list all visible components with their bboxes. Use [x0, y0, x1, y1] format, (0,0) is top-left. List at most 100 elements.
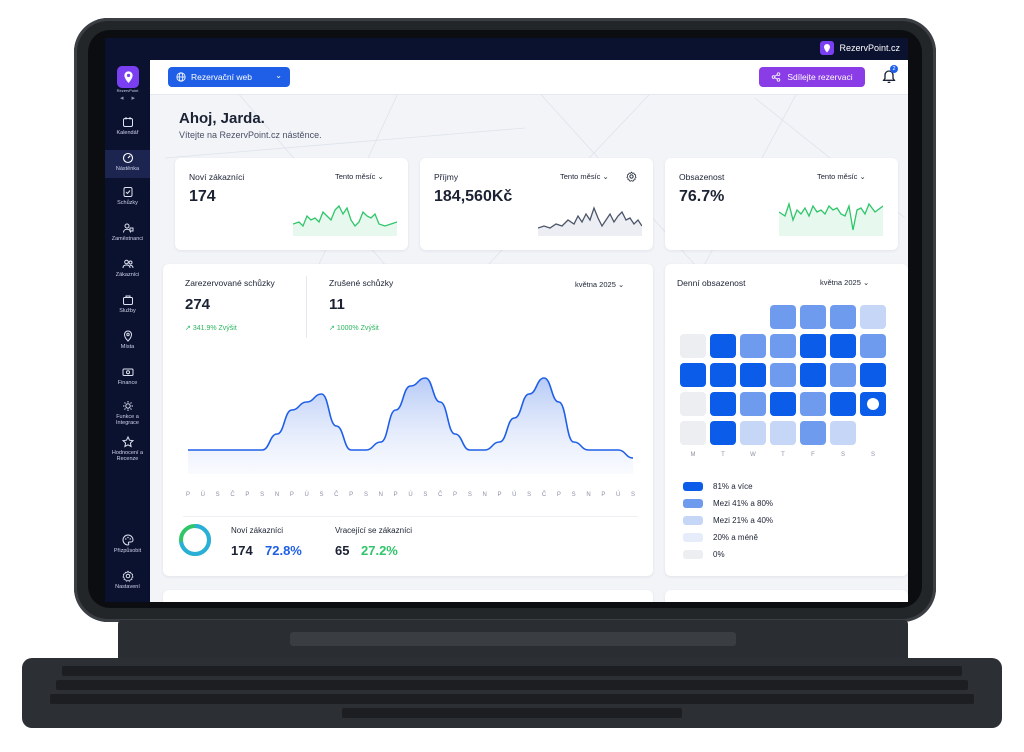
heatmap-cell[interactable] [740, 392, 766, 416]
heatmap-cell[interactable] [710, 363, 736, 387]
booking-site-dropdown[interactable]: Rezervační web ⌄ [168, 67, 290, 87]
heatmap-day-label: T [721, 452, 725, 458]
sidebar-item-integrations[interactable]: Funkce a Integrace [105, 400, 150, 426]
legend-item: 0% [683, 550, 725, 559]
x-tick-label: P [453, 492, 457, 498]
sidebar-item-label: Nástěnka [115, 166, 140, 172]
x-tick-label: N [586, 492, 590, 498]
x-tick-label: P [186, 492, 190, 498]
sidebar-item-customers[interactable]: Zákazníci [105, 258, 150, 278]
heatmap-cell[interactable] [830, 392, 856, 416]
heatmap-cell[interactable] [800, 392, 826, 416]
kpi-title: Noví zákazníci [189, 172, 245, 182]
greeting-title: Ahoj, Jarda. [179, 110, 265, 127]
x-tick-label: S [572, 492, 576, 498]
heatmap-day-label: M [690, 452, 696, 458]
arrow-up-right-icon: ↗ [329, 325, 335, 332]
heatmap-cell[interactable] [860, 305, 886, 329]
heatmap-cell[interactable] [680, 421, 706, 445]
chevron-down-icon: ⌄ [602, 172, 609, 181]
heatmap-day-label: W [750, 452, 756, 458]
legend-item: Mezi 41% a 80% [683, 499, 773, 508]
checklist-icon [123, 187, 132, 197]
month-dropdown[interactable]: května 2025 ⌄ [575, 280, 624, 289]
heatmap-cell[interactable] [830, 363, 856, 387]
lower-card-left [163, 590, 653, 602]
heatmap-cell[interactable] [770, 392, 796, 416]
month-dropdown[interactable]: května 2025 ⌄ [820, 278, 869, 287]
share-booking-button[interactable]: Sdílejte rezervaci [759, 67, 865, 87]
heatmap-cell[interactable] [800, 363, 826, 387]
heatmap-cell[interactable] [830, 305, 856, 329]
heatmap-cell[interactable] [680, 363, 706, 387]
sidebar-item-locations[interactable]: Místa [105, 330, 150, 350]
sidebar-item-label: Finance [117, 380, 138, 386]
x-tick-label: Č [230, 491, 235, 498]
heatmap-cell[interactable] [830, 334, 856, 358]
legend-label: Mezi 21% a 40% [713, 516, 774, 525]
globe-icon [176, 72, 186, 82]
heatmap-cell[interactable] [770, 363, 796, 387]
x-tick-label: Č [542, 491, 547, 498]
heatmap-cell[interactable] [710, 334, 736, 358]
sidebar-item-reviews[interactable]: Hodnocení a Recenze [105, 436, 150, 462]
x-tick-label: Ú [408, 491, 412, 498]
sidebar-item-appointments[interactable]: Schůzky [105, 186, 150, 206]
heatmap-cell[interactable] [680, 392, 706, 416]
sidebar-item-services[interactable]: Služby [105, 294, 150, 314]
heatmap-cell[interactable] [770, 334, 796, 358]
kpi-title: Příjmy [434, 172, 459, 182]
sidebar-item-finance[interactable]: Finance [105, 366, 150, 386]
x-tick-label: Ú [616, 491, 620, 498]
period-dropdown[interactable]: Tento měsíc ⌄ [817, 172, 866, 181]
heatmap-cell[interactable] [830, 421, 856, 445]
legend-item: 20% a méně [683, 533, 758, 542]
heatmap-cell[interactable] [800, 334, 826, 358]
sidebar-item-employees[interactable]: Zaměstnanci [105, 222, 150, 242]
integration-icon [122, 401, 133, 411]
kpi-card-occupancy: Obsazenost Tento měsíc ⌄ 76.7% [665, 158, 898, 250]
lower-card-right [665, 590, 908, 602]
star-icon [121, 436, 134, 448]
share-booking-label: Sdílejte rezervaci [787, 72, 853, 82]
heatmap-cell[interactable] [740, 421, 766, 445]
heatmap-cell[interactable] [800, 421, 826, 445]
sidebar-item-label: Funkce a Integrace [116, 414, 139, 426]
sidebar-logo-icon[interactable] [117, 66, 139, 88]
heatmap-cell[interactable] [710, 421, 736, 445]
heatmap-cell[interactable] [860, 392, 886, 416]
sidebar-item-calendar[interactable]: Kalendář [105, 116, 150, 136]
kpi-value: 174 [189, 188, 216, 205]
cancelled-appointments-value: 11 [329, 296, 345, 313]
heatmap-cell[interactable] [740, 363, 766, 387]
sidebar-item-dashboard[interactable]: Nástěnka [105, 150, 150, 178]
returning-customers-percent: 27.2% [361, 543, 398, 558]
booked-appointments-value: 274 [185, 296, 211, 313]
keyboard [22, 658, 1002, 728]
heatmap-cell[interactable] [860, 363, 886, 387]
heatmap-cell[interactable] [740, 334, 766, 358]
heatmap-cell[interactable] [770, 305, 796, 329]
heatmap-day-label: S [840, 452, 845, 458]
heatmap-cell[interactable] [680, 334, 706, 358]
sidebar: RezervPoint ◂ ▸ Kalendář Nástěnka Schůzk… [105, 60, 150, 602]
period-dropdown[interactable]: Tento měsíc ⌄ [560, 172, 609, 181]
settings-gear-icon[interactable] [626, 171, 637, 182]
period-dropdown[interactable]: Tento měsíc ⌄ [335, 172, 384, 181]
location-icon [123, 330, 132, 342]
sidebar-item-settings[interactable]: Nastavení [105, 570, 150, 590]
kpi-card-revenue: Příjmy Tento měsíc ⌄ 184,560Kč [420, 158, 653, 250]
heatmap-cell[interactable] [800, 305, 826, 329]
x-tick-label: Ú [512, 491, 516, 498]
cancelled-growth: ↗ 1000% Zvýšit [329, 324, 379, 332]
heatmap-cell[interactable] [710, 392, 736, 416]
chevron-down-icon: ⌄ [275, 71, 282, 80]
legend-swatch [683, 550, 703, 559]
sidebar-item-customize[interactable]: Přizpůsobit [105, 534, 150, 554]
legend-swatch [683, 482, 703, 491]
heatmap-cell[interactable] [770, 421, 796, 445]
heatmap-cell[interactable] [860, 334, 886, 358]
collapse-arrows-icon[interactable]: ◂ ▸ [120, 95, 138, 102]
booking-site-label: Rezervační web [191, 72, 252, 82]
daily-occupancy-title: Denní obsazenost [677, 278, 746, 288]
